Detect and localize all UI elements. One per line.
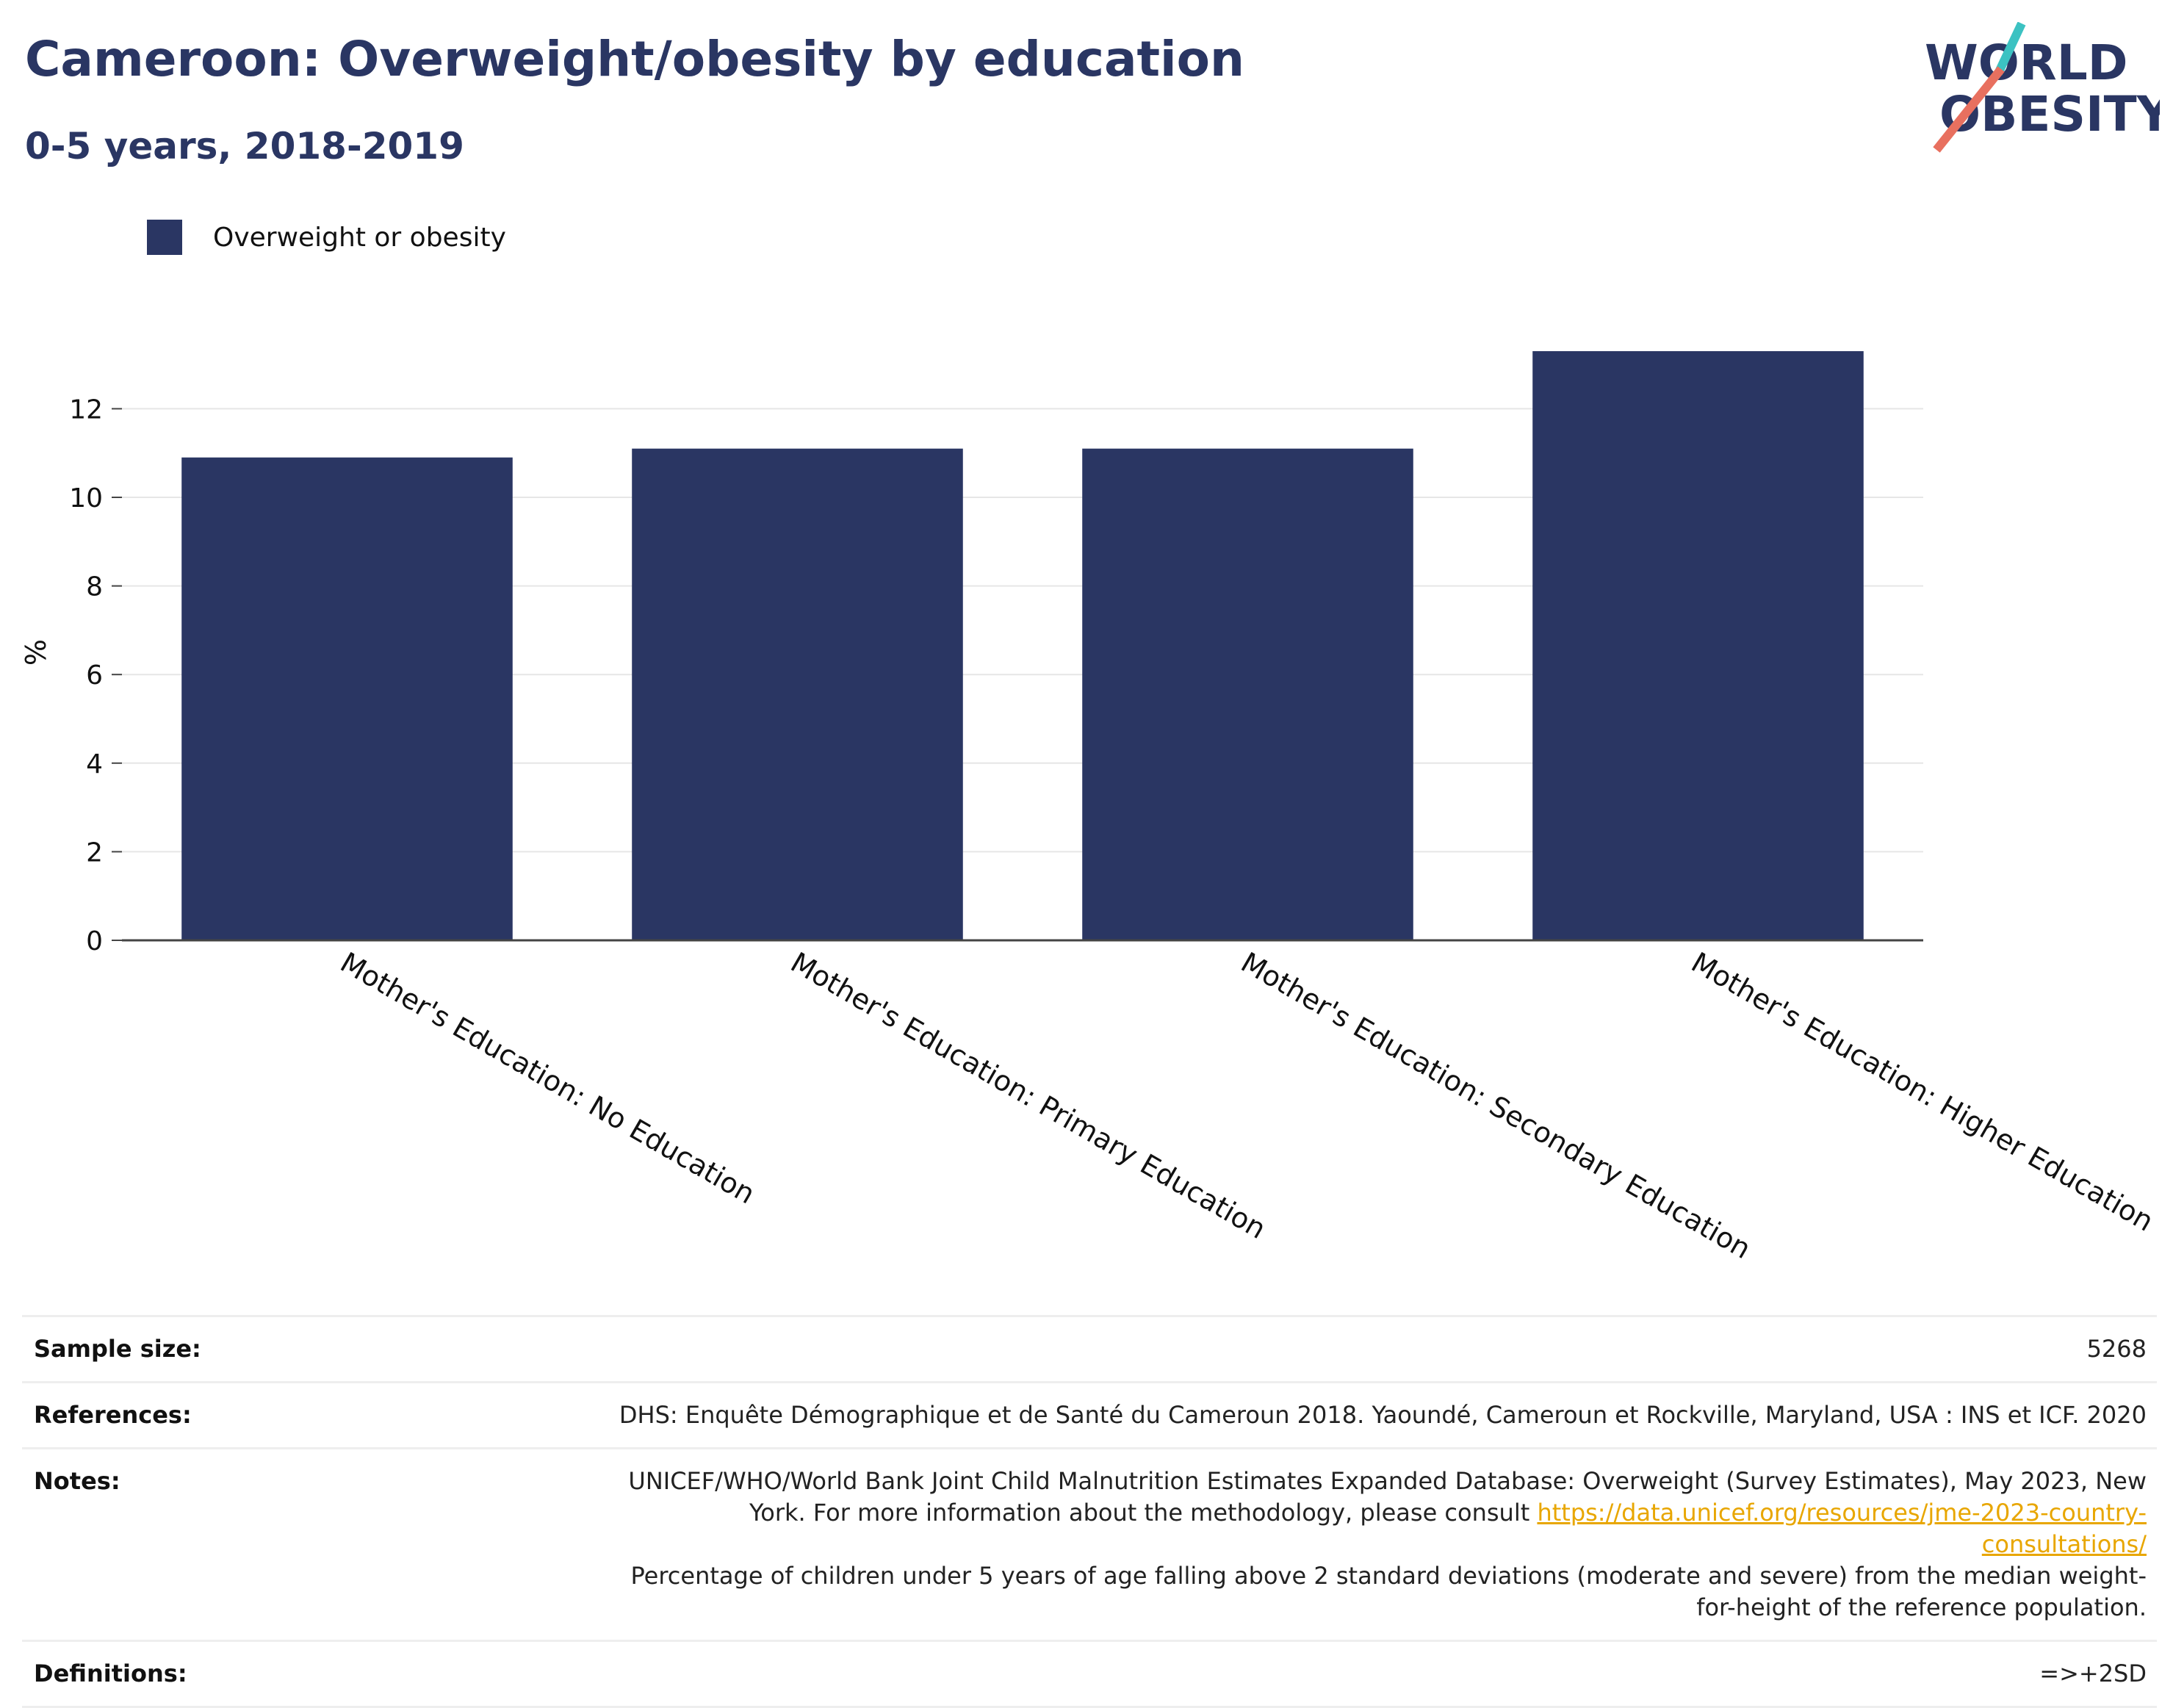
y-tick-label: 8 [86,572,103,602]
x-tick-label: Mother's Education: Higher Education [1686,946,2159,1238]
y-tick-label: 6 [86,660,103,691]
y-tick-label: 10 [69,483,103,514]
x-tick-label: Mother's Education: Primary Education [785,946,1272,1245]
bar [1082,448,1413,940]
y-tick-label: 0 [86,926,103,956]
world-obesity-logo: WORLD OBESITY [1925,22,2160,153]
notes-text: UNICEF/WHO/World Bank Joint Child Malnut… [628,1467,2147,1527]
notes-label: Notes: [34,1467,120,1495]
definitions-label: Definitions: [34,1660,187,1687]
sample-size-value: 5268 [2086,1335,2147,1363]
meta-row-notes: Notes: UNICEF/WHO/World Bank Joint Child… [22,1447,2157,1640]
logo-slash-red [1933,66,2005,153]
y-tick-label: 2 [86,837,103,868]
bar [181,457,513,940]
x-axis-labels: Mother's Education: No Education Mother's… [335,946,2159,1266]
y-axis-ticks: 0 2 4 6 8 10 12 [69,394,122,956]
chart-legend: Overweight or obesity [147,218,506,256]
sample-size-label: Sample size: [34,1335,201,1363]
chart-subtitle: 0-5 years, 2018-2019 [25,125,464,167]
chart-title: Cameroon: Overweight/obesity by educatio… [25,31,1244,87]
logo-text-world: WORLD [1925,35,2128,91]
legend-swatch [147,220,182,255]
bar-chart: 0 2 4 6 8 10 12 Mother's Education: No Educati… [20,351,2159,1266]
y-tick-label: 12 [69,394,103,425]
x-tick-label: Mother's Education: No Education [335,946,760,1211]
y-tick-label: 4 [86,749,103,779]
x-tick-label: Mother's Education: Secondary Education [1236,946,1756,1266]
notes-definition-text: Percentage of children under 5 years of … [630,1562,2147,1621]
meta-row-references: References: DHS: Enquête Démographique e… [22,1381,2157,1447]
notes-value: UNICEF/WHO/World Bank Joint Child Malnut… [604,1466,2147,1624]
definitions-value: =>+2SD [2039,1660,2147,1687]
meta-row-sample-size: Sample size: 5268 [22,1315,2157,1381]
legend-label: Overweight or obesity [213,222,506,253]
logo-slash-teal [1994,22,2026,76]
bars [181,351,1864,940]
methodology-link[interactable]: https://data.unicef.org/resources/jme-20… [1537,1499,2147,1558]
metadata-table: Sample size: 5268 References: DHS: Enquê… [22,1315,2157,1708]
bar [1532,351,1864,940]
references-value: DHS: Enquête Démographique et de Santé d… [619,1401,2147,1429]
y-axis-label: % [20,639,52,666]
bar [632,448,963,940]
logo-text-obesity: OBESITY [1939,86,2160,143]
meta-row-definitions: Definitions: =>+2SD [22,1640,2157,1708]
references-label: References: [34,1401,192,1429]
